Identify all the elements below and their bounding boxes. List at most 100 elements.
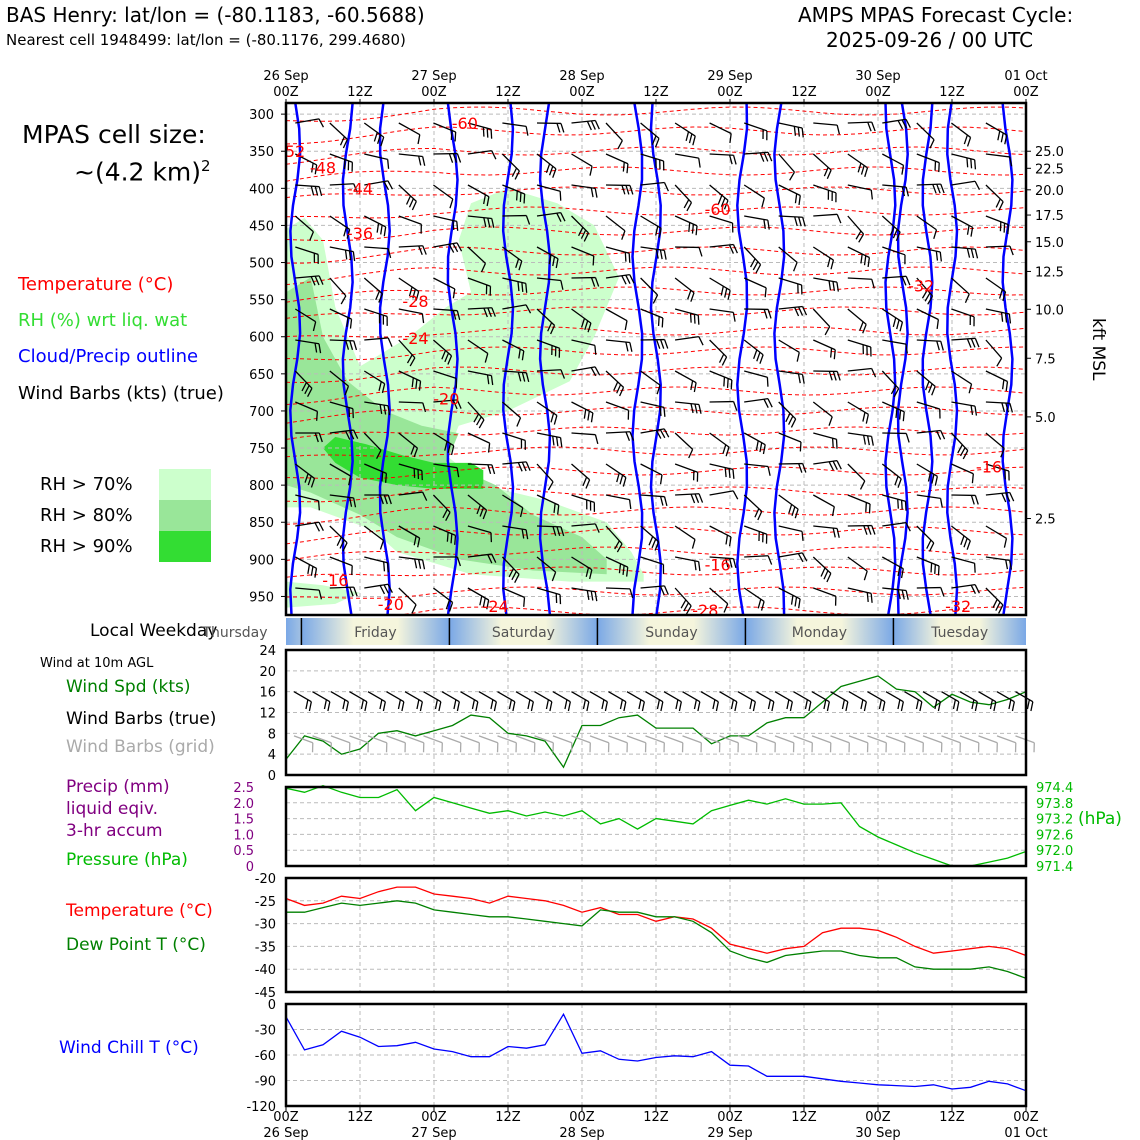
barb-staff [812, 401, 833, 418]
barb-flag [974, 406, 978, 416]
barb-staff [778, 246, 798, 263]
barb-flag [518, 260, 523, 271]
barb-staff [502, 432, 526, 442]
wind-barb [329, 401, 354, 419]
wind-barb [674, 525, 696, 549]
bottom-date-label: 28 Sep [559, 1126, 604, 1140]
kft-tick-label: 25.0 [1035, 145, 1064, 160]
barb-staff [329, 215, 351, 230]
barb-flag [723, 200, 729, 210]
surface-grid-barb [608, 735, 628, 753]
wind-barb [916, 586, 945, 597]
barb-flag [900, 500, 903, 510]
barb-flag [625, 341, 629, 352]
wind-barb [813, 122, 841, 135]
barb-flag [380, 224, 383, 235]
barb-staff [885, 735, 906, 744]
wind-barb [985, 122, 1008, 145]
wind-barb [674, 153, 701, 168]
wind-barb [329, 277, 347, 305]
wind-barb [398, 463, 423, 481]
pressure-right-label: 972.0 [1036, 844, 1073, 859]
pressure-right-label: 973.8 [1036, 797, 1073, 812]
wind-barb [295, 521, 324, 532]
barb-flag [996, 357, 1003, 367]
barb-flag [459, 742, 462, 753]
wind-barb [778, 122, 804, 138]
barb-staff [467, 525, 492, 534]
wind-barb [398, 153, 426, 166]
surface-grid-barb [719, 735, 739, 753]
barb-flag [899, 321, 904, 332]
barb-staff [364, 215, 386, 228]
barb-flag [516, 417, 522, 427]
barb-staff [951, 122, 971, 138]
barb-flag [802, 463, 807, 473]
barb-flag [406, 354, 413, 364]
barb-flag [353, 586, 358, 597]
barb-staff [774, 691, 793, 703]
barb-flag [766, 377, 769, 387]
surface-wind-barb [478, 691, 497, 712]
wind-barb [571, 366, 601, 377]
barb-flag [552, 435, 555, 446]
wind-barb [640, 153, 665, 171]
barb-flag [521, 529, 525, 539]
label-precip-accum: 3-hr accum [66, 821, 163, 841]
legend-rh80-swatch [159, 500, 211, 531]
barb-flag [801, 531, 804, 541]
barb-flag [764, 287, 767, 298]
pressure-right-label: 974.4 [1036, 781, 1073, 796]
barb-flag [625, 431, 631, 442]
wind-barb [294, 370, 313, 397]
barb-flag [761, 197, 765, 208]
barb-flag [626, 163, 629, 174]
wind-barb [847, 494, 871, 514]
wind-barb [847, 524, 876, 535]
barb-flag [447, 355, 453, 365]
bottom-date-label: 27 Sep [411, 1126, 456, 1140]
wind-barb [501, 153, 520, 180]
barb-staff [778, 305, 803, 310]
barb-staff [329, 463, 351, 477]
barb-flag [928, 383, 933, 393]
barb-flag [345, 430, 351, 440]
barb-flag [401, 701, 405, 712]
barb-flag [318, 275, 324, 285]
top-date-label: 26 Sep [263, 69, 308, 84]
wind-barb [329, 153, 354, 172]
barb-staff [916, 556, 940, 567]
wind-barb [295, 118, 325, 128]
windchill-line [285, 1012, 1027, 1092]
wind-barb [950, 277, 970, 304]
barb-staff [329, 308, 352, 320]
wind-barb [882, 432, 910, 443]
wind-barb [985, 277, 1007, 302]
label-precip-liquid: liquid eqiv. [66, 799, 159, 819]
barb-flag [490, 375, 494, 386]
barb-flag [995, 601, 1001, 611]
surface-grid-barb [293, 735, 314, 753]
barb-flag [1005, 559, 1009, 570]
barb-flag [848, 742, 850, 753]
barb-staff [922, 735, 943, 744]
barb-flag [413, 535, 417, 546]
barb-flag [802, 217, 806, 227]
wind-barb [398, 277, 420, 301]
barb-flag [318, 118, 325, 128]
barb-staff [985, 432, 1005, 449]
barb-flag [547, 322, 553, 332]
wind-barb [467, 463, 496, 475]
barb-flag [696, 472, 699, 482]
pressure-tick-label: 300 [249, 108, 274, 123]
barb-flag [480, 263, 487, 273]
wind-barb [295, 401, 319, 421]
barb-flag [352, 408, 354, 419]
barb-flag [730, 379, 733, 390]
barb-flag [444, 441, 448, 451]
bottom-hour-label: 12Z [791, 1110, 817, 1125]
barb-flag [871, 368, 877, 378]
barb-staff [294, 215, 314, 233]
barb-flag [1014, 742, 1017, 753]
